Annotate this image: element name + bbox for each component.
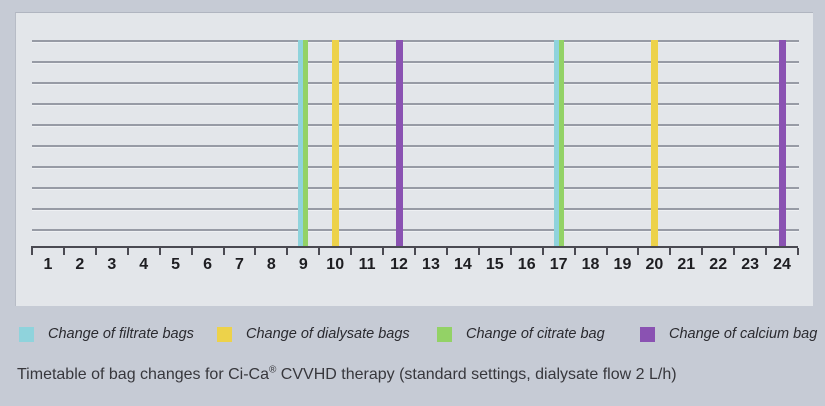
horizontal-gridline <box>32 61 799 64</box>
event-bar-hour-9 <box>303 40 309 247</box>
horizontal-gridline <box>32 82 799 85</box>
citrate-color-swatch <box>437 326 452 342</box>
x-axis-tick <box>765 248 768 255</box>
dialysate-color-swatch <box>217 326 232 342</box>
x-axis-label-8: 8 <box>266 256 276 273</box>
x-axis-tick <box>350 248 353 255</box>
x-axis-label-2: 2 <box>75 256 85 273</box>
event-bar-hour-17 <box>558 40 564 247</box>
x-axis-tick <box>414 248 416 255</box>
event-bar-hour-10 <box>331 40 339 247</box>
x-axis-tick <box>31 248 33 255</box>
legend-label-citrate: Change of citrate bag <box>466 326 605 342</box>
x-axis-label-16: 16 <box>517 256 536 273</box>
x-axis-label-18: 18 <box>581 256 600 273</box>
legend-label-calcium: Change of calcium bag <box>669 326 818 342</box>
filtrate-color-swatch <box>19 326 34 342</box>
x-axis-label-22: 22 <box>709 256 728 273</box>
calcium-color-swatch <box>640 326 655 342</box>
x-axis-tick <box>573 248 576 255</box>
x-axis-label-6: 6 <box>203 256 212 273</box>
x-axis-tick <box>733 248 736 255</box>
x-axis-tick <box>126 248 129 255</box>
x-axis-tick <box>94 248 97 255</box>
caption-text-post: CVVHD therapy (standard settings, dialys… <box>276 366 677 383</box>
x-axis-tick <box>62 248 65 255</box>
x-axis-label-21: 21 <box>677 256 696 273</box>
horizontal-gridline <box>32 124 799 127</box>
legend-item-dialysate: Change of dialysate bags <box>217 326 410 342</box>
event-bar-hour-20 <box>650 40 658 247</box>
horizontal-gridline <box>32 229 799 232</box>
registered-trademark-symbol: ® <box>268 364 277 376</box>
x-axis-tick <box>318 248 321 255</box>
chart-panel: 1 2 3 4 5 6 7 8 9 10 11 12 13 14 15 16 17 18 19 20 21 22 23 24 <box>15 12 813 306</box>
x-axis-tick <box>382 248 385 255</box>
event-bar-hour-24 <box>778 40 786 247</box>
x-axis-tick <box>605 248 608 255</box>
x-axis-tick <box>509 248 512 255</box>
x-axis-label-3: 3 <box>107 256 117 273</box>
horizontal-gridline <box>32 40 799 43</box>
x-axis-label-14: 14 <box>453 256 472 273</box>
x-axis-label-24: 24 <box>773 256 791 273</box>
x-axis-label-17: 17 <box>549 256 568 273</box>
x-axis-tick <box>286 248 289 255</box>
x-axis-label-10: 10 <box>326 256 345 273</box>
x-axis-label-5: 5 <box>171 256 181 273</box>
legend-item-filtrate: Change of filtrate bags <box>19 326 194 342</box>
x-axis-label-11: 11 <box>358 256 376 273</box>
x-axis-label-15: 15 <box>485 256 504 273</box>
x-axis-line <box>31 246 798 248</box>
x-axis-label-7: 7 <box>235 256 244 273</box>
horizontal-gridline <box>32 166 799 169</box>
horizontal-gridline <box>32 145 799 148</box>
caption-text-pre: Timetable of bag changes for Ci-Ca <box>17 366 269 383</box>
x-axis-label-4: 4 <box>139 256 149 273</box>
legend-label-filtrate: Change of filtrate bags <box>48 326 194 342</box>
legend-item-calcium: Change of calcium bag <box>640 326 817 342</box>
x-axis-tick <box>797 248 799 255</box>
x-axis-tick <box>158 248 161 255</box>
x-axis-label-12: 12 <box>390 256 408 273</box>
x-axis-label-9: 9 <box>298 256 308 273</box>
chart-legend: Change of filtrate bags Change of dialys… <box>0 326 825 346</box>
x-axis-tick <box>222 248 225 255</box>
x-axis-tick <box>637 248 640 255</box>
event-bar-hour-17 <box>553 40 559 247</box>
x-axis-label-1: 1 <box>43 256 53 273</box>
x-axis-tick <box>541 248 544 255</box>
x-axis-tick <box>477 248 480 255</box>
x-axis-label-19: 19 <box>613 256 632 273</box>
chart-caption: Timetable of bag changes for Ci-Ca® CVVH… <box>17 364 677 384</box>
horizontal-gridline <box>32 208 799 211</box>
x-axis-tick <box>254 248 257 255</box>
x-axis-tick <box>669 248 672 255</box>
legend-item-citrate: Change of citrate bag <box>437 326 605 342</box>
x-axis-label-20: 20 <box>645 256 664 273</box>
event-bar-hour-12 <box>395 40 403 247</box>
x-axis-tick <box>701 248 704 255</box>
x-axis-tick <box>190 248 193 255</box>
event-bar-hour-9 <box>298 40 304 247</box>
x-axis-label-13: 13 <box>422 256 440 273</box>
horizontal-gridline <box>32 103 799 106</box>
x-axis-label-23: 23 <box>741 256 760 273</box>
horizontal-gridline <box>32 187 799 190</box>
x-axis-tick <box>445 248 448 255</box>
legend-label-dialysate: Change of dialysate bags <box>246 326 410 342</box>
